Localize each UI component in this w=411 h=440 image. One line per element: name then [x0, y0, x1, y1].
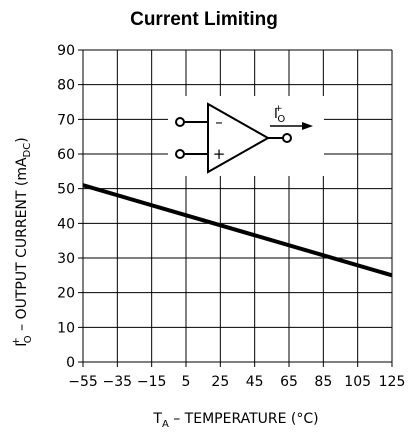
y-tick-label: 10	[57, 320, 75, 336]
output-current-arrow-head	[302, 122, 313, 130]
x-axis-label: TA – TEMPERATURE (°C)	[152, 411, 318, 430]
x-tick-labels: −55 −35 −15 5 25 45 65 85 105 125	[68, 374, 405, 390]
y-tick-label: 20	[57, 286, 75, 302]
x-tick-label: 5	[182, 374, 191, 390]
op-amp-inset: – + I+ O	[168, 96, 324, 176]
x-tick-label: 125	[379, 374, 406, 390]
output-current-label: I+ O	[274, 104, 285, 125]
inverting-input-label: –	[215, 113, 223, 131]
x-tick-label: 65	[280, 374, 298, 390]
chart-title: Current Limiting	[130, 9, 278, 30]
y-tick-label: 80	[57, 78, 75, 94]
inverting-input-terminal	[175, 117, 185, 127]
noninverting-input-label: +	[213, 145, 226, 163]
y-tick-labels: 0 10 20 30 40 50 60 70 80 90	[57, 43, 75, 371]
data-series	[82, 183, 393, 278]
x-tick-label: 25	[211, 374, 229, 390]
x-tick-label: −15	[137, 374, 167, 390]
op-amp-triangle	[207, 102, 271, 174]
x-tick-label: 45	[246, 374, 264, 390]
y-tick-label: 0	[66, 355, 75, 371]
y-tick-label: 40	[57, 216, 75, 232]
y-tick-label: 50	[57, 182, 75, 198]
y-tick-label: 60	[57, 147, 75, 163]
output-terminal	[282, 133, 292, 143]
y-tick-label: 30	[57, 251, 75, 267]
y-axis-label: I+O – OUTPUT CURRENT (mADC)	[11, 137, 34, 346]
y-tick-label: 90	[57, 43, 75, 59]
y-tick-label: 70	[57, 112, 75, 128]
x-tick-label: −35	[103, 374, 133, 390]
x-tick-label: 85	[314, 374, 332, 390]
x-tick-label: −55	[68, 374, 98, 390]
current-limit-line	[82, 183, 393, 278]
x-tick-label: 105	[344, 374, 371, 390]
noninverting-input-terminal	[175, 149, 185, 159]
